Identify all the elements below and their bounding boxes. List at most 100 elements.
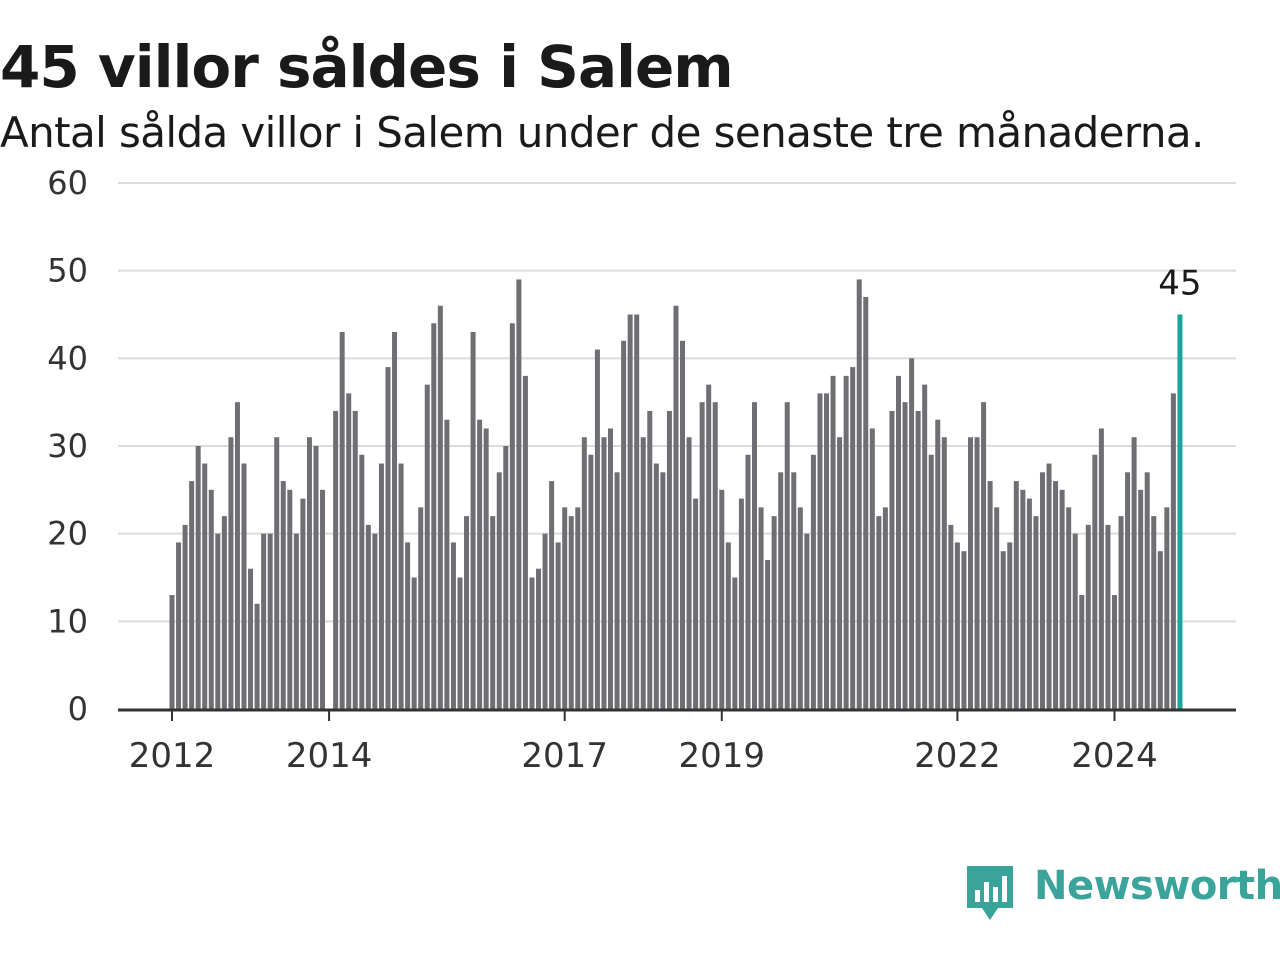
bar — [464, 516, 470, 709]
bar — [660, 472, 666, 709]
last-value-label: 45 — [1158, 264, 1201, 304]
bar — [817, 393, 823, 709]
bar — [1020, 489, 1026, 709]
x-axis: 2012 2014 2017 2019 2022 2024 — [118, 708, 1236, 776]
bar — [424, 384, 430, 709]
bar — [614, 472, 620, 709]
bar — [378, 463, 384, 709]
bar — [385, 367, 391, 709]
bar — [411, 577, 417, 709]
newsworthy-logo-icon — [967, 866, 1013, 920]
bar — [450, 542, 456, 709]
bar — [470, 332, 476, 709]
bar — [555, 542, 561, 709]
bar — [1118, 516, 1124, 709]
y-tick-label: 10 — [47, 602, 88, 640]
bar — [1079, 595, 1085, 709]
bar — [431, 323, 437, 709]
bar — [1151, 516, 1157, 709]
bar — [843, 375, 849, 709]
chart-title: 45 villor såldes i Salem — [0, 33, 734, 101]
bar — [169, 595, 175, 709]
bar — [745, 454, 751, 709]
bar — [176, 542, 182, 709]
bar — [1131, 437, 1137, 709]
bar — [948, 524, 954, 709]
x-tick-label: 2017 — [521, 736, 608, 776]
bar — [1033, 516, 1039, 709]
bar — [320, 489, 326, 709]
x-tick-label: 2012 — [129, 736, 216, 776]
bar — [758, 507, 764, 709]
bar — [1059, 489, 1065, 709]
y-tick-label: 20 — [47, 515, 88, 553]
bar — [594, 349, 600, 709]
bar-chart: 0 10 20 30 40 50 60 2012 2014 2017 2019 2022 2024 4… — [47, 164, 1236, 776]
bar — [712, 402, 718, 709]
bar — [581, 437, 587, 709]
bar — [666, 410, 672, 709]
bar — [882, 507, 888, 709]
bar — [1111, 595, 1117, 709]
bar — [457, 577, 463, 709]
bar — [287, 489, 293, 709]
bar — [830, 375, 836, 709]
bar — [1157, 551, 1163, 709]
bar — [909, 358, 915, 709]
y-tick-label: 60 — [47, 164, 88, 202]
y-tick-label: 50 — [47, 252, 88, 290]
bar — [941, 437, 947, 709]
bar — [765, 559, 771, 709]
bar — [1000, 551, 1006, 709]
bar — [522, 375, 528, 709]
bar — [189, 481, 195, 709]
bar — [621, 340, 627, 709]
bar — [483, 428, 489, 709]
x-tick-label: 2024 — [1071, 736, 1158, 776]
bar — [653, 463, 659, 709]
brand-name: Newsworthy — [1034, 863, 1280, 909]
bar — [267, 533, 273, 709]
bar — [241, 463, 247, 709]
bar — [824, 393, 829, 709]
x-tick-label: 2022 — [914, 736, 1001, 776]
bar — [876, 516, 882, 709]
bar — [732, 577, 738, 709]
bar — [1170, 393, 1176, 709]
bar — [699, 402, 705, 709]
bar — [981, 402, 987, 709]
bar — [804, 533, 810, 709]
bar — [496, 472, 502, 709]
bar — [1013, 481, 1019, 709]
bar — [601, 437, 607, 709]
bar — [280, 481, 286, 709]
bar — [850, 367, 856, 709]
bar — [248, 568, 254, 709]
bar — [608, 428, 614, 709]
bar — [627, 314, 633, 709]
bar — [895, 375, 901, 709]
bar — [392, 332, 398, 709]
bar — [477, 419, 483, 709]
bar — [562, 507, 568, 709]
bar — [333, 410, 339, 709]
bar — [300, 498, 306, 709]
bar — [935, 419, 941, 709]
bar — [1085, 524, 1091, 709]
x-tick-label: 2019 — [679, 736, 766, 776]
bar — [588, 454, 594, 709]
bar — [1138, 489, 1144, 709]
bar — [274, 437, 280, 709]
bar — [967, 437, 973, 709]
y-tick-label: 40 — [47, 339, 88, 377]
bar — [994, 507, 1000, 709]
bars — [169, 279, 1183, 709]
bar — [365, 524, 371, 709]
y-axis-labels: 0 10 20 30 40 50 60 — [47, 164, 88, 728]
y-tick-label: 30 — [47, 427, 88, 465]
bar — [725, 542, 731, 709]
bar — [1105, 524, 1111, 709]
x-tick-label: 2014 — [286, 736, 373, 776]
chart-subtitle: Antal sålda villor i Salem under de sena… — [0, 108, 1204, 157]
bar — [359, 454, 365, 709]
